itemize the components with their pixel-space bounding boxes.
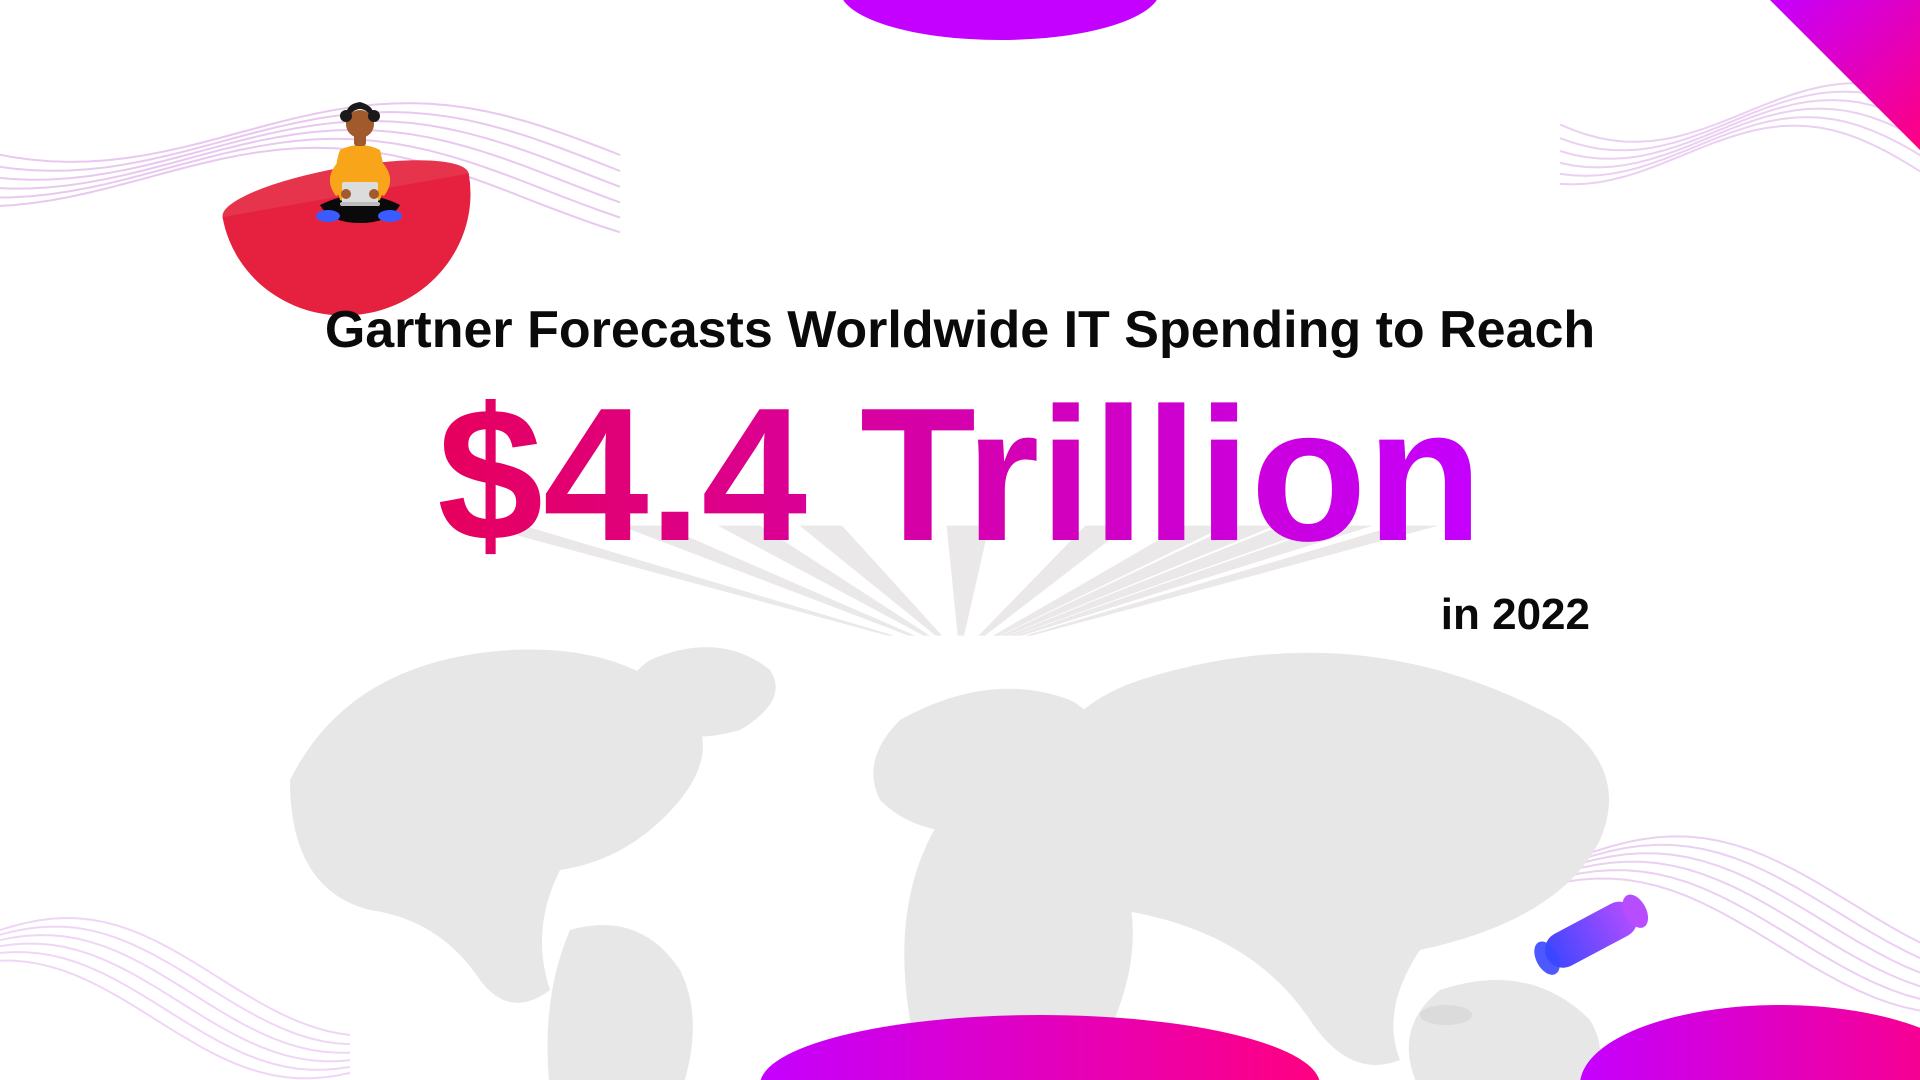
headline-big-text: $4.4 Trillion (437, 380, 1482, 570)
person-with-laptop (290, 90, 430, 240)
headline-big: $4.4 Trillion (437, 380, 1482, 570)
headline-title: Gartner Forecasts Worldwide IT Spending … (320, 300, 1600, 360)
infographic-canvas: Gartner Forecasts Worldwide IT Spending … (0, 0, 1920, 1080)
headline: Gartner Forecasts Worldwide IT Spending … (320, 300, 1600, 640)
headline-subtitle: in 2022 (320, 590, 1600, 640)
bottom-blobs (0, 880, 1920, 1080)
